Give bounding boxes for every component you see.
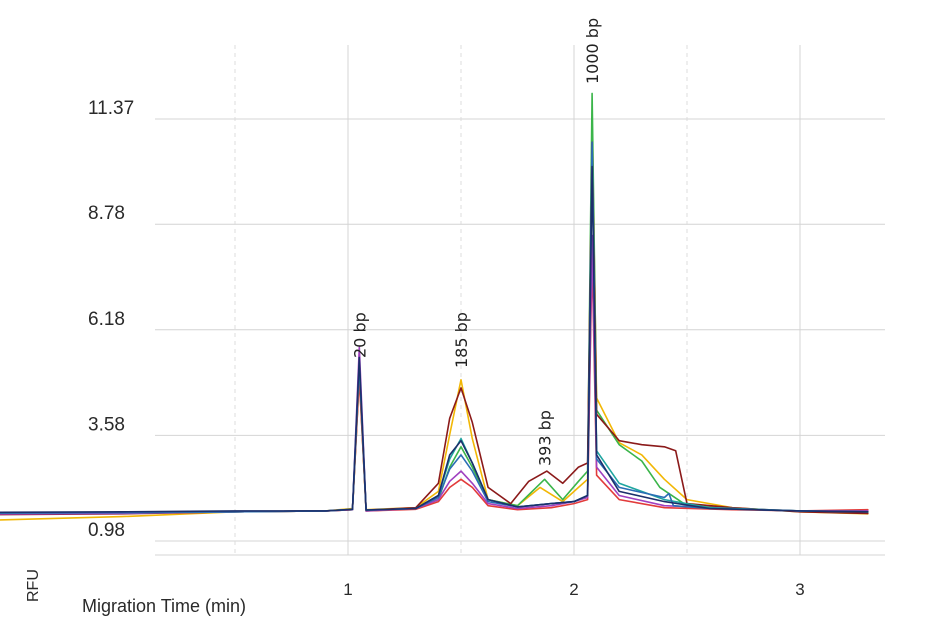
series-line [0, 165, 869, 514]
series-line [0, 129, 869, 521]
peak-annotation: 185 bp [452, 312, 471, 368]
series-line [0, 153, 869, 514]
x-tick-label: 1 [343, 580, 352, 599]
y-axis-title: RFU [25, 569, 42, 602]
peak-annotation: 393 bp [536, 410, 555, 466]
series-line [0, 234, 869, 515]
y-tick-label: 6.18 [88, 309, 125, 330]
peak-annotation: 1000 bp [583, 18, 602, 84]
series-line [0, 141, 869, 514]
series-line [0, 141, 869, 516]
series-lines [0, 92, 869, 521]
labels: 0.98 3.58 6.18 8.78 11.37 1 2 3 20 bp 185 bp 393 b… [88, 18, 805, 599]
x-tick-label: 3 [795, 580, 804, 599]
series-line [0, 92, 869, 515]
peak-annotation: 20 bp [350, 312, 369, 358]
y-tick-label: 11.37 [88, 98, 134, 119]
grid-lines [155, 45, 885, 556]
y-tick-label: 0.98 [88, 520, 125, 541]
series-line [0, 255, 869, 514]
y-tick-label: 8.78 [88, 203, 125, 224]
x-axis-title: Migration Time (min) [82, 596, 246, 616]
y-tick-label: 3.58 [88, 414, 125, 435]
x-tick-label: 2 [569, 580, 578, 599]
